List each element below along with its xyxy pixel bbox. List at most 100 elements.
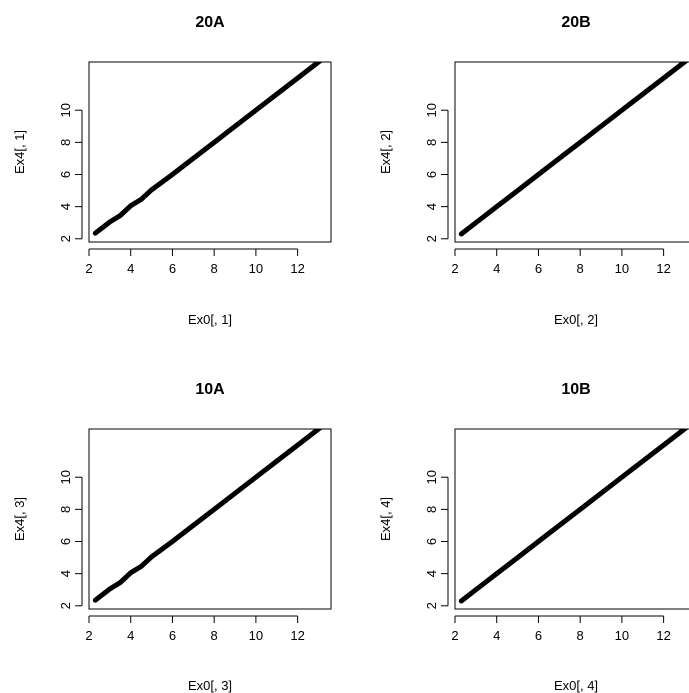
panel-3-data-point [296, 443, 300, 447]
panel-4-y-tick-label: 6 [424, 538, 439, 545]
panel-3-x-tick-label: 4 [127, 628, 134, 643]
panel-2-plot-frame [454, 61, 689, 243]
panel-4-y-axis-label: Ex4[, 4] [378, 497, 393, 541]
panel-2: 20B Ex0[, 2] Ex4[, 2] 2 4 6 8 10 12 2 4 6 8 10 [378, 14, 689, 327]
panel-4-points [458, 429, 689, 604]
panel-2-data-point [641, 92, 645, 96]
panel-1-data-point [191, 157, 195, 160]
panel-4-data-point [641, 459, 645, 463]
panel-3-data-point [275, 459, 279, 463]
panel-2-data-point [662, 76, 666, 80]
panel-2-x-ticks: 2 4 6 8 10 12 [451, 248, 671, 276]
panel-2-y-tick-label: 10 [424, 103, 439, 117]
panel-2-y-tick-label: 8 [424, 139, 439, 146]
panel-2-y-axis-label: Ex4[, 2] [378, 130, 393, 174]
panel-1-data-point [254, 108, 258, 112]
panel-3-data-point [171, 540, 174, 543]
panel-3-y-tick-label: 10 [58, 470, 73, 484]
panel-3-x-tick-label: 8 [211, 628, 218, 643]
panel-3-y-tick-label: 6 [58, 538, 73, 545]
panel-3-points [92, 429, 323, 603]
panel-4-data-point [474, 588, 478, 592]
panel-3-plot-frame [88, 428, 332, 610]
panel-1-x-tick-label: 6 [169, 261, 176, 276]
panel-1-x-tick-label: 4 [127, 261, 134, 276]
panel-3-data-point [212, 507, 216, 511]
panel-3-data-point [139, 565, 143, 568]
panel-3-x-axis-label: Ex0[, 3] [188, 678, 232, 693]
panel-1-y-tick-label: 8 [58, 139, 73, 146]
panel-4: 10B Ex0[, 4] Ex4[, 4] 2 4 6 8 10 12 2 4 6 8 10 [378, 381, 689, 693]
panel-3-x-tick-label: 12 [290, 628, 304, 643]
panel-4-y-tick-label: 8 [424, 506, 439, 513]
panel-3-y-tick-label: 2 [58, 602, 73, 609]
panel-3-data-point [191, 524, 195, 527]
panel-1-points [92, 62, 323, 236]
panel-1-plot-frame [88, 61, 332, 243]
panel-1-y-tick-label: 6 [58, 171, 73, 178]
panel-1-x-tick-label: 12 [290, 261, 304, 276]
panel-4-y-tick-label: 2 [424, 602, 439, 609]
panel-2-data-point [620, 108, 624, 112]
panel-1-y-tick-label: 4 [58, 203, 73, 210]
panel-2-data-point [537, 173, 540, 176]
panel-1-data-point [129, 204, 133, 208]
panel-4-x-tick-label: 10 [615, 628, 629, 643]
panel-1-data-point [118, 214, 122, 217]
panel-2-x-tick-label: 8 [577, 261, 584, 276]
panel-3-x-ticks: 2 4 6 8 10 12 [85, 615, 305, 643]
panel-2-title: 20B [561, 14, 590, 31]
panel-2-data-point [557, 157, 561, 160]
panel-4-data-point [516, 556, 519, 559]
panel-1-data-point [93, 231, 97, 235]
panel-3-data-point [93, 598, 97, 602]
panel-4-data-point [484, 580, 488, 584]
panel-1-data-point [296, 76, 300, 80]
panel-1-data-point [233, 124, 237, 128]
panel-1-data-point [212, 140, 216, 144]
panel-2-points [458, 62, 689, 237]
panel-3: 10A Ex0[, 3] Ex4[, 3] 2 4 6 8 10 12 2 4 6 8 10 [12, 381, 332, 693]
panel-4-plot-frame [454, 428, 689, 610]
panel-4-data-point [662, 443, 666, 447]
panel-1-x-tick-label: 8 [211, 261, 218, 276]
panel-2-y-tick-label: 4 [424, 203, 439, 210]
panel-4-data-point [599, 491, 603, 495]
panel-1-x-axis-label: Ex0[, 1] [188, 312, 232, 327]
panel-2-data-point [599, 124, 603, 128]
panel-4-x-axis-label: Ex0[, 4] [554, 678, 598, 693]
panel-4-y-ticks: 2 4 6 8 10 [424, 470, 449, 609]
panel-3-y-tick-label: 8 [58, 506, 73, 513]
panel-4-x-tick-label: 4 [493, 628, 500, 643]
panel-3-data-point [233, 491, 237, 495]
panel-2-data-point [459, 232, 463, 236]
panel-1-y-tick-label: 10 [58, 103, 73, 117]
panel-2-y-ticks: 2 4 6 8 10 [424, 103, 449, 242]
panel-3-data-point [150, 555, 153, 559]
panel-3-title: 10A [195, 381, 225, 398]
panel-3-data-point [108, 587, 112, 591]
panel-3-y-tick-label: 4 [58, 570, 73, 577]
panel-3-data-point [118, 581, 122, 584]
panel-4-x-tick-label: 2 [451, 628, 458, 643]
panel-2-y-tick-label: 6 [424, 171, 439, 178]
panel-4-title: 10B [561, 381, 590, 398]
panel-3-y-axis-label: Ex4[, 3] [12, 497, 27, 541]
panel-4-data-point [557, 524, 561, 527]
panel-3-x-tick-label: 6 [169, 628, 176, 643]
panel-3-data-point [254, 475, 258, 479]
panel-4-data-point [620, 475, 624, 479]
panel-4-data-point [537, 540, 540, 543]
panel-2-x-tick-label: 6 [535, 261, 542, 276]
panel-4-x-tick-label: 8 [577, 628, 584, 643]
panel-4-data-point [578, 507, 582, 511]
panel-2-x-tick-label: 2 [451, 261, 458, 276]
panel-1-x-ticks: 2 4 6 8 10 12 [85, 248, 305, 276]
panel-1-y-axis-label: Ex4[, 1] [12, 130, 27, 174]
panel-4-data-point [495, 572, 499, 576]
panel-1-data-point [150, 188, 153, 192]
panel-4-x-tick-label: 6 [535, 628, 542, 643]
panel-2-data-point [578, 140, 582, 144]
